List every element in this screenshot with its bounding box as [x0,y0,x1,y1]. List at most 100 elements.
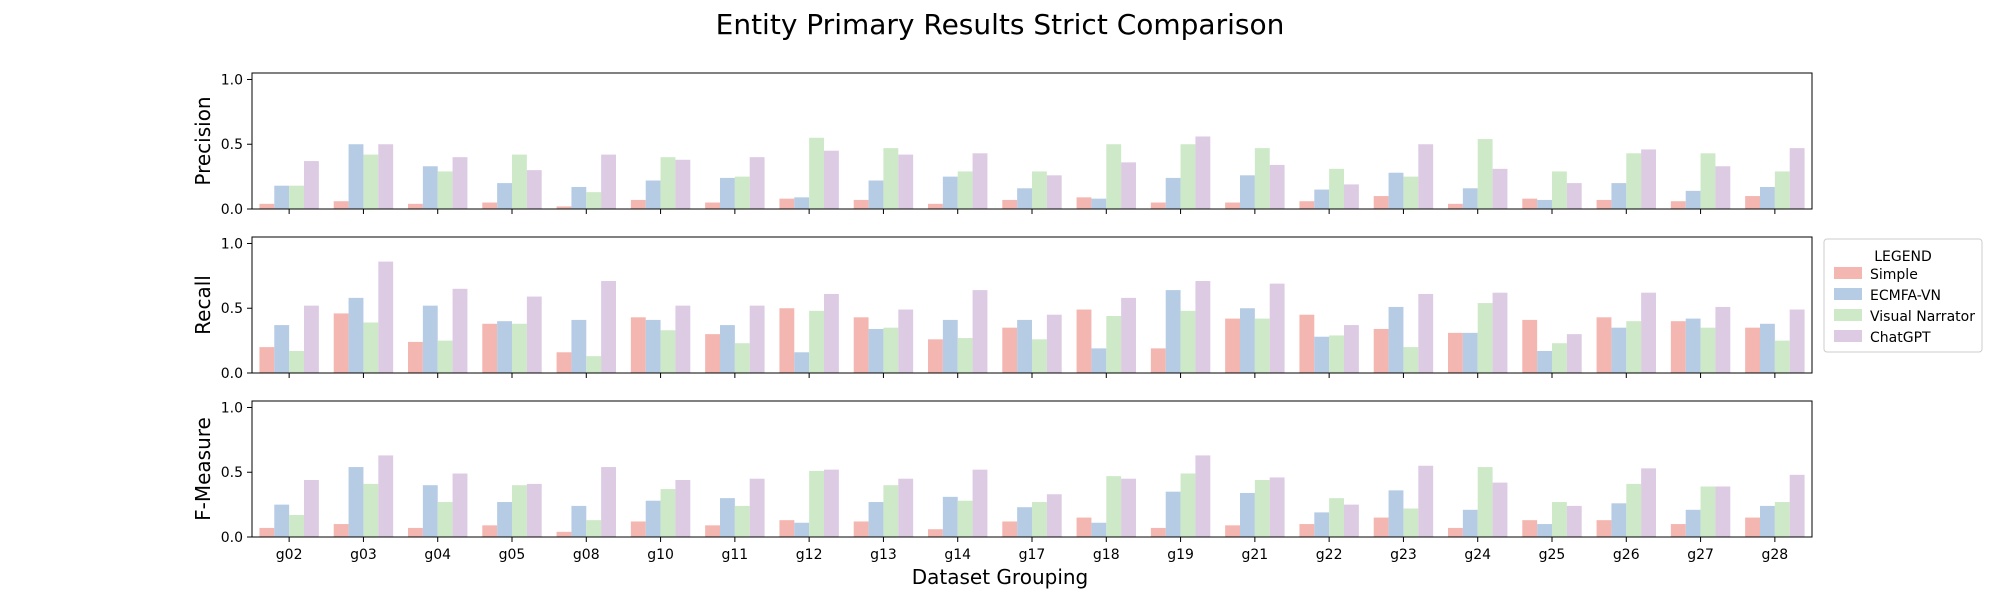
bar [1700,486,1716,537]
bar [734,343,750,373]
bar [1002,199,1018,209]
bar [1388,306,1404,373]
legend-frame [1823,238,1983,353]
legend-entry: ECMFA-VN [1870,288,1941,304]
x-tick-label: g08 [573,547,600,563]
y-tick-label: 0.0 [221,366,243,382]
y-tick-label: 0.0 [221,202,243,218]
bar [1091,198,1107,209]
legend-entry: Simple [1870,267,1918,283]
bar [1403,508,1419,537]
bar [868,328,884,373]
bar [1492,168,1508,209]
bar [1195,455,1211,537]
bar [1254,318,1270,373]
bar [1165,177,1181,209]
bar [1240,492,1255,537]
bar [1789,474,1805,537]
chart-title: Entity Primary Results Strict Comparison [716,8,1285,41]
x-tick-label: g05 [499,547,526,563]
bar [1745,517,1760,537]
bar [601,281,616,373]
bar [1388,490,1404,537]
bar [660,330,676,373]
x-tick-label: g27 [1687,547,1714,563]
bar [779,520,795,537]
x-tick-label: g11 [722,547,749,563]
y-tick-label: 0.5 [221,301,243,317]
bar [437,171,453,209]
y-tick-label: 1.0 [221,72,243,88]
bar [928,529,943,537]
bar [1789,309,1805,373]
x-tick-label: g17 [1019,547,1046,563]
bar [1240,308,1255,373]
y-tick-label: 0.5 [221,465,243,481]
bar [1180,473,1196,537]
bar [809,137,824,209]
bar [1046,314,1062,373]
bar [1641,149,1656,209]
bar [928,339,943,373]
bar [1670,524,1686,537]
bar [289,350,304,373]
y-tick-label: 0.5 [221,137,243,153]
bar [526,170,542,209]
bar [1017,507,1032,537]
bar [452,157,468,209]
bar [1448,203,1463,209]
bar [1448,332,1463,373]
bar [1150,202,1166,209]
bar [1254,148,1270,209]
bar [1418,465,1434,537]
bar [1418,293,1434,373]
bar [898,154,914,209]
x-tick-label: g04 [424,547,451,563]
bar [1299,314,1315,373]
bar [1715,166,1731,209]
bar [1150,527,1166,537]
bar [779,308,795,373]
bar [526,483,542,537]
bar [363,483,379,537]
bar [824,469,839,537]
bar [794,352,810,373]
bar [1418,144,1434,209]
bar [1462,509,1478,537]
bar [378,144,394,209]
legend-swatch [1834,330,1862,342]
bar [408,203,423,209]
bar [348,144,364,209]
bar [1745,327,1760,373]
bar [1522,198,1538,209]
bar [1715,486,1731,537]
bar [1477,139,1493,209]
bar [1091,522,1107,537]
bar [259,203,275,209]
bar [1314,512,1330,537]
bar [289,514,304,537]
bar [1225,318,1240,373]
bar [601,154,616,209]
bar [942,319,958,373]
bar [779,198,795,209]
bar [571,319,587,373]
bar [482,323,498,373]
bar [526,296,542,373]
bar [720,325,735,373]
bar [1774,340,1790,373]
bar [1596,199,1612,209]
x-tick-label: g28 [1762,547,1789,563]
bar [824,150,839,209]
bar [1477,467,1493,537]
legend-swatch [1834,309,1862,321]
bar [1760,505,1775,537]
bar [1626,321,1642,373]
bar [1165,491,1181,537]
x-tick-label: g22 [1316,547,1343,563]
bar [898,478,914,537]
panel-precision: 0.0 0.5 1.0 Precision [191,72,1813,218]
bar [1254,480,1270,537]
bar [1225,202,1240,209]
x-axis-title: Dataset Grouping [912,565,1089,589]
